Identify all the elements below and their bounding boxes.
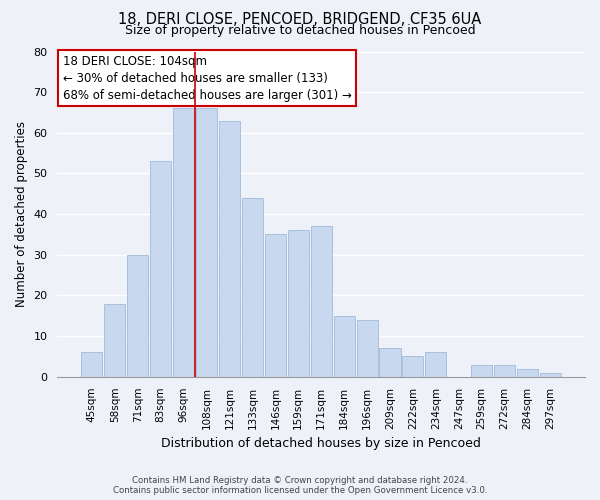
Bar — [311, 226, 332, 377]
Bar — [471, 364, 492, 377]
Bar — [150, 162, 171, 377]
Bar — [127, 255, 148, 377]
Y-axis label: Number of detached properties: Number of detached properties — [15, 121, 28, 307]
Text: Size of property relative to detached houses in Pencoed: Size of property relative to detached ho… — [125, 24, 475, 37]
Bar — [425, 352, 446, 377]
Bar — [219, 120, 240, 377]
Text: 18, DERI CLOSE, PENCOED, BRIDGEND, CF35 6UA: 18, DERI CLOSE, PENCOED, BRIDGEND, CF35 … — [118, 12, 482, 28]
Bar — [403, 356, 424, 377]
Bar — [242, 198, 263, 377]
Bar — [494, 364, 515, 377]
Text: 18 DERI CLOSE: 104sqm
← 30% of detached houses are smaller (133)
68% of semi-det: 18 DERI CLOSE: 104sqm ← 30% of detached … — [62, 55, 352, 102]
Bar — [173, 108, 194, 377]
Bar — [334, 316, 355, 377]
Bar — [196, 108, 217, 377]
Bar — [104, 304, 125, 377]
Bar — [82, 352, 103, 377]
Bar — [265, 234, 286, 377]
Text: Contains HM Land Registry data © Crown copyright and database right 2024.
Contai: Contains HM Land Registry data © Crown c… — [113, 476, 487, 495]
Bar — [517, 368, 538, 377]
Bar — [288, 230, 309, 377]
Bar — [379, 348, 401, 377]
Bar — [356, 320, 377, 377]
X-axis label: Distribution of detached houses by size in Pencoed: Distribution of detached houses by size … — [161, 437, 481, 450]
Bar — [540, 373, 561, 377]
